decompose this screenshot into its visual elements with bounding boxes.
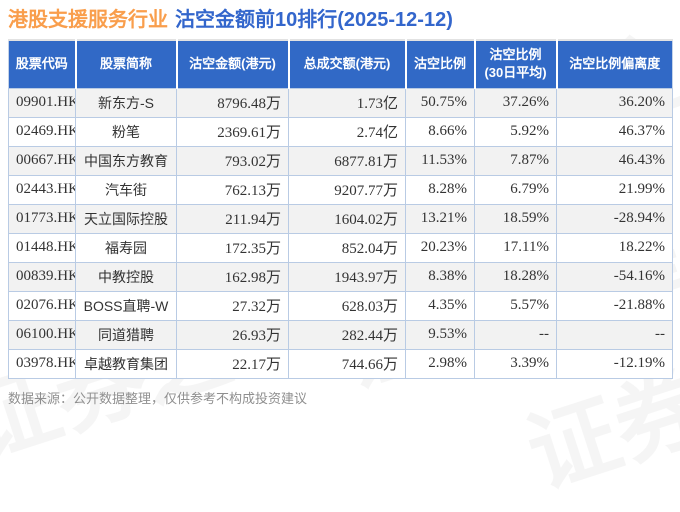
stock-name-cell: 中教控股	[75, 261, 177, 292]
data-source-note: 数据来源：公开数据整理，仅供参考不构成投资建议	[8, 390, 308, 406]
short-amount-cell: 172.35万	[176, 232, 289, 263]
short-amount-cell: 762.13万	[176, 174, 289, 205]
short-amount-cell: 8796.48万	[176, 87, 289, 118]
column-header: 股票简称	[74, 40, 177, 88]
ratio-deviation-cell: 36.20%	[556, 87, 673, 118]
stock-code-cell: 00667.HK	[8, 145, 76, 176]
column-header: 沽空比例偏离度	[555, 40, 673, 88]
ratio-30d-avg-cell: 18.59%	[474, 203, 557, 234]
column-header: 总成交额(港元)	[287, 40, 406, 88]
short-ratio-cell: 4.35%	[405, 290, 475, 321]
ratio-30d-avg-cell: 5.92%	[474, 116, 557, 147]
stock-code-cell: 06100.HK	[8, 319, 76, 350]
table-row: 00839.HK 中教控股 162.98万 1943.97万 8.38% 18.…	[8, 261, 673, 292]
stock-code-cell: 09901.HK	[8, 87, 76, 118]
short-ratio-cell: 2.98%	[405, 348, 475, 379]
ratio-deviation-cell: -21.88%	[556, 290, 673, 321]
stock-code-cell: 02076.HK	[8, 290, 76, 321]
stock-code-cell: 02443.HK	[8, 174, 76, 205]
ratio-deviation-cell: 46.37%	[556, 116, 673, 147]
ratio-deviation-cell: -28.94%	[556, 203, 673, 234]
ratio-deviation-cell: -12.19%	[556, 348, 673, 379]
stock-name-cell: 卓越教育集团	[75, 348, 177, 379]
title-industry: 港股支援服务行业	[8, 9, 168, 31]
table-row: 02076.HK BOSS直聘-W 27.32万 628.03万 4.35% 5…	[8, 290, 673, 321]
ratio-deviation-cell: 21.99%	[556, 174, 673, 205]
ratio-deviation-cell: 18.22%	[556, 232, 673, 263]
page: 港股支援服务行业 沽空金额前10排行(2025-12-12) 股票代码 股票简称 沽空…	[0, 0, 680, 406]
table-row: 00667.HK 中国东方教育 793.02万 6877.81万 11.53% …	[8, 145, 673, 176]
short-selling-rank-table: 股票代码 股票简称 沽空金额(港元) 总成交额(港元) 沽空比例 沽空比例 (30日平均)…	[8, 39, 673, 379]
table-row: 03978.HK 卓越教育集团 22.17万 744.66万 2.98% 3.3…	[8, 348, 673, 379]
ratio-deviation-cell: -54.16%	[556, 261, 673, 292]
short-amount-cell: 2369.61万	[176, 116, 289, 147]
column-header: 股票代码	[8, 40, 76, 88]
short-ratio-cell: 8.38%	[405, 261, 475, 292]
table-row: 01773.HK 天立国际控股 211.94万 1604.02万 13.21% …	[8, 203, 673, 234]
short-amount-cell: 162.98万	[176, 261, 289, 292]
short-ratio-cell: 9.53%	[405, 319, 475, 350]
title-ranking: 沽空金额前10排行(2025-12-12)	[175, 9, 453, 31]
table-header-row: 股票代码 股票简称 沽空金额(港元) 总成交额(港元) 沽空比例 沽空比例 (30日平均)…	[8, 40, 673, 88]
short-amount-cell: 211.94万	[176, 203, 289, 234]
short-amount-cell: 27.32万	[176, 290, 289, 321]
turnover-cell: 2.74亿	[288, 116, 406, 147]
turnover-cell: 282.44万	[288, 319, 406, 350]
stock-name-cell: 天立国际控股	[75, 203, 177, 234]
short-ratio-cell: 13.21%	[405, 203, 475, 234]
table-body: 09901.HK 新东方-S 8796.48万 1.73亿 50.75% 37.…	[8, 87, 673, 379]
stock-name-cell: 同道猎聘	[75, 319, 177, 350]
stock-code-cell: 03978.HK	[8, 348, 76, 379]
short-ratio-cell: 8.28%	[405, 174, 475, 205]
short-amount-cell: 26.93万	[176, 319, 289, 350]
column-header: 沽空比例 (30日平均)	[473, 40, 557, 88]
table-row: 01448.HK 福寿园 172.35万 852.04万 20.23% 17.1…	[8, 232, 673, 263]
turnover-cell: 1604.02万	[288, 203, 406, 234]
stock-name-cell: 福寿园	[75, 232, 177, 263]
ratio-deviation-cell: 46.43%	[556, 145, 673, 176]
table-row: 02443.HK 汽车街 762.13万 9207.77万 8.28% 6.79…	[8, 174, 673, 205]
short-ratio-cell: 20.23%	[405, 232, 475, 263]
short-ratio-cell: 50.75%	[405, 87, 475, 118]
short-amount-cell: 793.02万	[176, 145, 289, 176]
turnover-cell: 6877.81万	[288, 145, 406, 176]
ratio-30d-avg-cell: 5.57%	[474, 290, 557, 321]
turnover-cell: 744.66万	[288, 348, 406, 379]
page-title: 港股支援服务行业 沽空金额前10排行(2025-12-12)	[0, 0, 680, 33]
ratio-30d-avg-cell: 18.28%	[474, 261, 557, 292]
stock-code-cell: 01773.HK	[8, 203, 76, 234]
short-ratio-cell: 11.53%	[405, 145, 475, 176]
stock-code-cell: 01448.HK	[8, 232, 76, 263]
table-row: 02469.HK 粉笔 2369.61万 2.74亿 8.66% 5.92% 4…	[8, 116, 673, 147]
stock-name-cell: 汽车街	[75, 174, 177, 205]
table-row: 09901.HK 新东方-S 8796.48万 1.73亿 50.75% 37.…	[8, 87, 673, 118]
ratio-30d-avg-cell: 7.87%	[474, 145, 557, 176]
turnover-cell: 9207.77万	[288, 174, 406, 205]
short-ratio-cell: 8.66%	[405, 116, 475, 147]
stock-name-cell: 中国东方教育	[75, 145, 177, 176]
stock-name-cell: 粉笔	[75, 116, 177, 147]
ratio-30d-avg-cell: 3.39%	[474, 348, 557, 379]
stock-code-cell: 00839.HK	[8, 261, 76, 292]
ratio-30d-avg-cell: 17.11%	[474, 232, 557, 263]
stock-code-cell: 02469.HK	[8, 116, 76, 147]
ratio-30d-avg-cell: 37.26%	[474, 87, 557, 118]
column-header: 沽空比例	[404, 40, 475, 88]
table-row: 06100.HK 同道猎聘 26.93万 282.44万 9.53% -- --	[8, 319, 673, 350]
ratio-deviation-cell: --	[556, 319, 673, 350]
stock-name-cell: 新东方-S	[75, 87, 177, 118]
column-header: 沽空金额(港元)	[175, 40, 289, 88]
turnover-cell: 1.73亿	[288, 87, 406, 118]
turnover-cell: 852.04万	[288, 232, 406, 263]
ratio-30d-avg-cell: 6.79%	[474, 174, 557, 205]
short-amount-cell: 22.17万	[176, 348, 289, 379]
turnover-cell: 1943.97万	[288, 261, 406, 292]
turnover-cell: 628.03万	[288, 290, 406, 321]
ratio-30d-avg-cell: --	[474, 319, 557, 350]
stock-name-cell: BOSS直聘-W	[75, 290, 177, 321]
